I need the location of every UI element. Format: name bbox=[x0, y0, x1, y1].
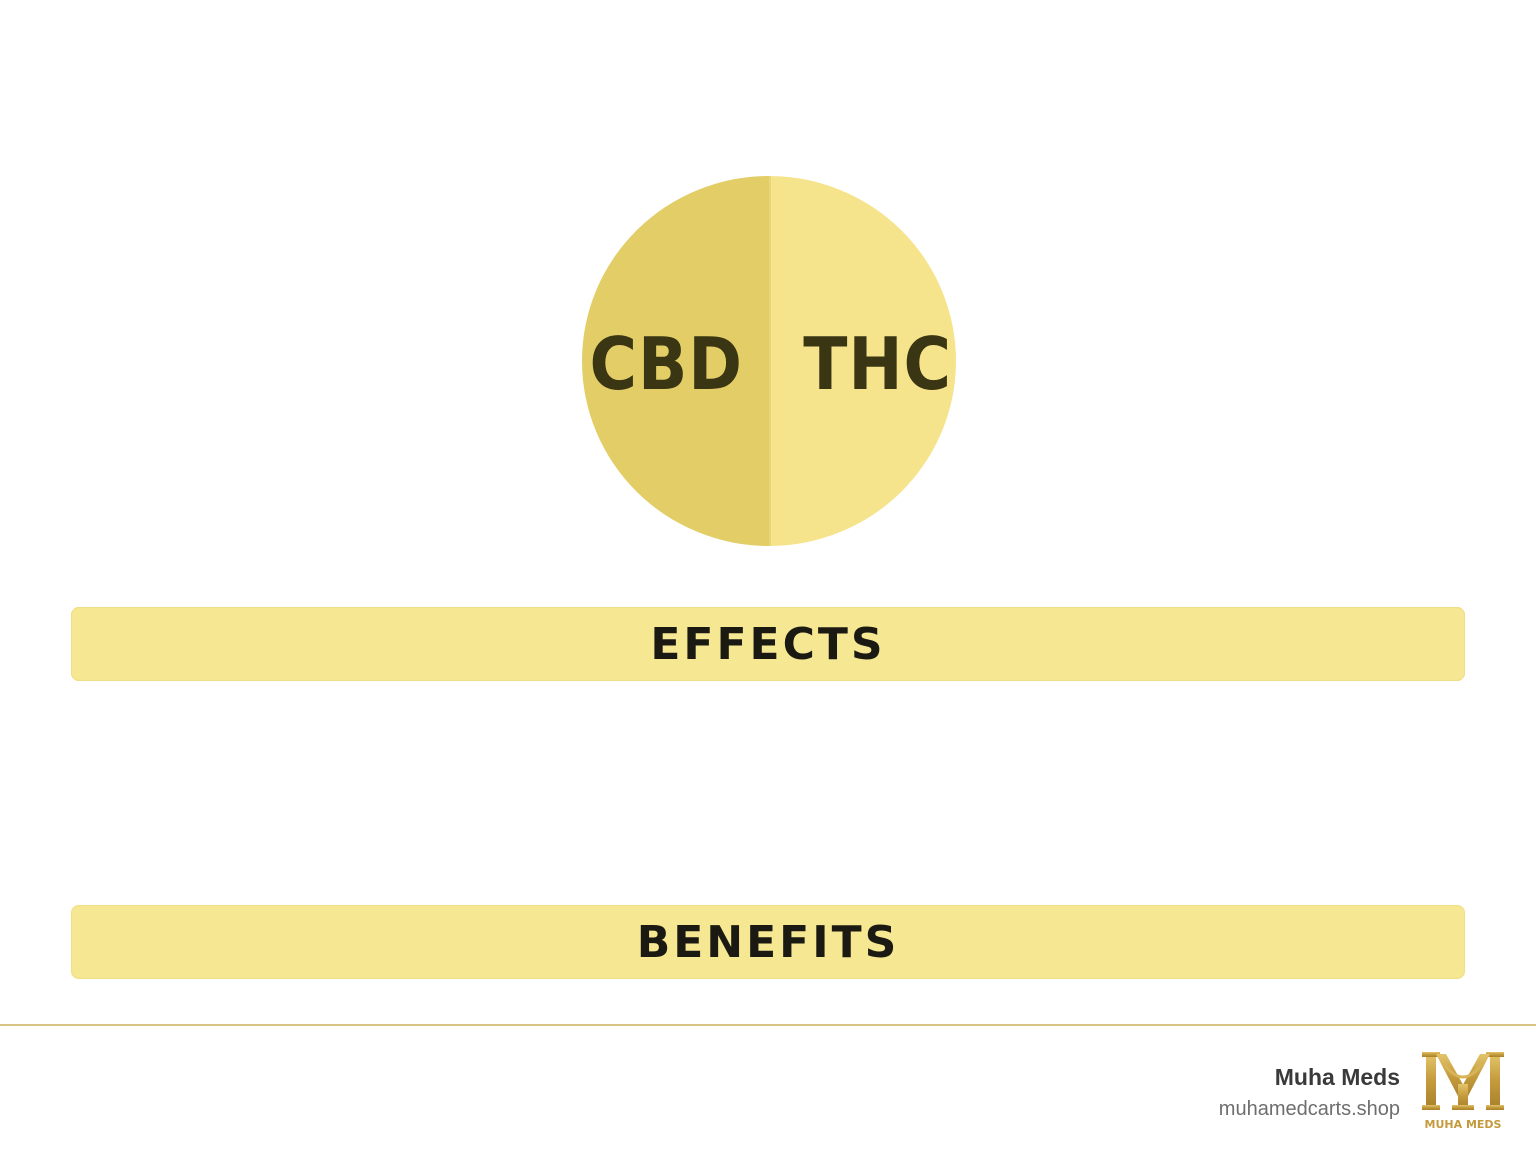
brand-name: Muha Meds bbox=[1274, 1064, 1400, 1090]
thc-label: THC bbox=[803, 322, 952, 406]
brand-url: muhamedcarts.shop bbox=[1218, 1098, 1400, 1120]
effects-label: EFFECTS bbox=[650, 618, 886, 670]
benefits-bar: BENEFITS bbox=[71, 905, 1465, 979]
benefits-label: BENEFITS bbox=[636, 916, 900, 968]
footer-divider bbox=[0, 1024, 1536, 1026]
muha-meds-logo-icon: MUHA MEDS bbox=[1422, 1052, 1504, 1131]
svg-text:MUHA MEDS: MUHA MEDS bbox=[1425, 1118, 1502, 1131]
thc-half: THC bbox=[769, 176, 956, 546]
cbd-thc-circle: CBD THC bbox=[582, 176, 956, 546]
cbd-half: CBD bbox=[582, 176, 769, 546]
effects-bar: EFFECTS bbox=[71, 607, 1465, 681]
cbd-label: CBD bbox=[589, 322, 743, 406]
brand-block: Muha Meds muhamedcarts.shop bbox=[1219, 1062, 1400, 1126]
